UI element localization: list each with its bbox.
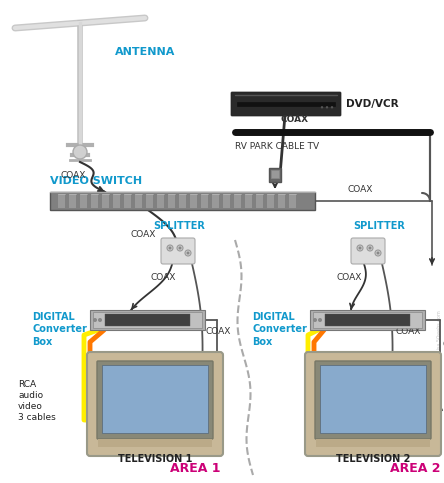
Text: columbiaisa.50webs.com: columbiaisa.50webs.com — [437, 309, 442, 371]
FancyBboxPatch shape — [289, 194, 296, 208]
FancyBboxPatch shape — [310, 310, 425, 330]
FancyBboxPatch shape — [201, 194, 208, 208]
FancyBboxPatch shape — [320, 365, 426, 433]
FancyBboxPatch shape — [269, 168, 281, 182]
Text: COAX: COAX — [347, 185, 373, 194]
Text: DIGITAL
Converter
Box: DIGITAL Converter Box — [252, 312, 307, 347]
Circle shape — [331, 106, 333, 109]
FancyBboxPatch shape — [315, 361, 431, 439]
FancyBboxPatch shape — [87, 352, 223, 456]
Circle shape — [186, 252, 190, 255]
FancyBboxPatch shape — [267, 194, 274, 208]
FancyBboxPatch shape — [256, 194, 263, 208]
FancyBboxPatch shape — [90, 310, 205, 330]
FancyBboxPatch shape — [113, 194, 120, 208]
Circle shape — [177, 245, 183, 251]
FancyBboxPatch shape — [190, 194, 197, 208]
FancyBboxPatch shape — [179, 194, 186, 208]
Circle shape — [93, 318, 97, 322]
FancyBboxPatch shape — [245, 194, 252, 208]
Circle shape — [321, 106, 323, 109]
Circle shape — [98, 318, 102, 322]
FancyBboxPatch shape — [223, 194, 230, 208]
Circle shape — [358, 246, 361, 250]
Circle shape — [167, 245, 173, 251]
Text: SPLITTER: SPLITTER — [153, 221, 205, 231]
Text: TELEVISION 1: TELEVISION 1 — [118, 454, 192, 464]
Circle shape — [326, 106, 328, 109]
Circle shape — [375, 250, 381, 256]
FancyBboxPatch shape — [91, 194, 98, 208]
FancyBboxPatch shape — [102, 194, 109, 208]
Text: COAX: COAX — [150, 273, 175, 282]
FancyBboxPatch shape — [50, 192, 315, 210]
Circle shape — [367, 245, 373, 251]
FancyBboxPatch shape — [105, 314, 190, 326]
FancyBboxPatch shape — [102, 365, 208, 433]
Circle shape — [377, 252, 380, 255]
Circle shape — [178, 246, 182, 250]
Text: COAX: COAX — [442, 340, 444, 349]
FancyBboxPatch shape — [97, 361, 213, 439]
Text: COAX: COAX — [205, 327, 230, 337]
FancyBboxPatch shape — [278, 194, 285, 208]
FancyBboxPatch shape — [325, 314, 410, 326]
FancyBboxPatch shape — [69, 194, 76, 208]
Circle shape — [369, 246, 372, 250]
Circle shape — [357, 245, 363, 251]
FancyBboxPatch shape — [146, 194, 153, 208]
FancyBboxPatch shape — [316, 439, 430, 447]
Text: AREA 1: AREA 1 — [170, 461, 220, 474]
Text: SPLITTER: SPLITTER — [353, 221, 405, 231]
Text: DIGITAL
Converter
Box: DIGITAL Converter Box — [32, 312, 87, 347]
FancyBboxPatch shape — [313, 312, 422, 328]
FancyBboxPatch shape — [157, 194, 164, 208]
Text: COAX: COAX — [336, 273, 361, 282]
FancyBboxPatch shape — [161, 238, 195, 264]
Circle shape — [185, 250, 191, 256]
Text: COAX: COAX — [280, 115, 308, 124]
FancyBboxPatch shape — [231, 92, 341, 116]
FancyBboxPatch shape — [124, 194, 131, 208]
Circle shape — [73, 145, 87, 159]
Text: TELEVISION 2: TELEVISION 2 — [336, 454, 410, 464]
FancyBboxPatch shape — [237, 102, 335, 106]
FancyBboxPatch shape — [305, 352, 441, 456]
FancyBboxPatch shape — [212, 194, 219, 208]
FancyBboxPatch shape — [271, 170, 279, 178]
FancyBboxPatch shape — [80, 194, 87, 208]
FancyBboxPatch shape — [93, 312, 202, 328]
Text: RV PARK CABLE TV: RV PARK CABLE TV — [235, 142, 319, 151]
FancyBboxPatch shape — [168, 194, 175, 208]
FancyBboxPatch shape — [135, 194, 142, 208]
Text: RCA
audio
video
3 cables: RCA audio video 3 cables — [18, 380, 56, 422]
FancyBboxPatch shape — [351, 238, 385, 264]
Text: ANTENNA: ANTENNA — [115, 47, 175, 57]
FancyBboxPatch shape — [234, 194, 241, 208]
FancyBboxPatch shape — [58, 194, 65, 208]
Text: COAX: COAX — [395, 327, 420, 337]
Circle shape — [169, 246, 171, 250]
Text: AREA 2: AREA 2 — [390, 461, 440, 474]
Circle shape — [318, 318, 322, 322]
Text: DVD/VCR: DVD/VCR — [346, 99, 399, 109]
Text: COAX: COAX — [60, 171, 85, 180]
Circle shape — [313, 318, 317, 322]
Text: COAX: COAX — [130, 230, 155, 239]
FancyBboxPatch shape — [98, 439, 212, 447]
Text: VIDEO SWITCH: VIDEO SWITCH — [50, 176, 142, 186]
